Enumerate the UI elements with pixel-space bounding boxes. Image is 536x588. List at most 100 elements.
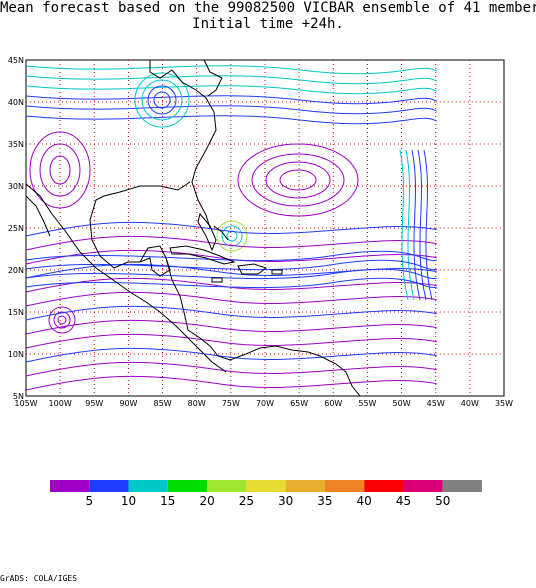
latitude-labels: 45N 40N 35N 30N 25N 20N 15N 10N 5N: [8, 56, 24, 401]
lat-label: 20N: [8, 266, 24, 275]
colorbar-label: 35: [317, 494, 332, 508]
colorbar-swatch: [246, 480, 286, 492]
anticyclone-ring: [251, 153, 345, 207]
lat-label: 45N: [8, 56, 24, 65]
hispaniola: [237, 263, 268, 275]
streamline: [25, 85, 439, 95]
streamline: [25, 95, 439, 105]
gyre-ring: [39, 143, 81, 197]
lon-label: 50W: [393, 399, 411, 408]
lat-label: 35N: [8, 140, 24, 149]
lon-label: 75W: [222, 399, 240, 408]
bahamas: [213, 225, 229, 241]
streamline: [25, 305, 439, 321]
colorbar-swatch: [285, 480, 325, 492]
colorbar-swatch: [403, 480, 443, 492]
lon-label: 100W: [49, 399, 72, 408]
anticyclone-ring: [237, 143, 359, 217]
colorbar-label: 10: [121, 494, 136, 508]
coastline-us-east: [149, 60, 217, 229]
streamline: [25, 291, 439, 307]
jamaica: [211, 277, 223, 283]
lon-label: 80W: [188, 399, 206, 408]
colorbar-swatch: [50, 480, 90, 492]
streamline: [417, 149, 427, 301]
colorbar-label: 30: [278, 494, 293, 508]
lon-label: 85W: [154, 399, 172, 408]
streamline: [25, 259, 439, 271]
anticyclone-ring: [279, 169, 317, 191]
colorbar-swatch: [324, 480, 365, 492]
lon-label: 70W: [256, 399, 274, 408]
streamline: [25, 249, 439, 265]
lon-label: 90W: [119, 399, 137, 408]
streamline: [423, 149, 433, 301]
lat-label: 10N: [8, 350, 24, 359]
streamlines: [25, 60, 504, 396]
vortex-ring: [153, 91, 171, 109]
eddy-ring: [53, 311, 71, 329]
gyre-ring: [29, 131, 91, 209]
colorbar-label: 15: [160, 494, 175, 508]
vortex-ring: [141, 79, 183, 121]
vortex-ring: [134, 72, 190, 128]
vortex-ring: [226, 230, 238, 242]
lat-label: 5N: [13, 392, 24, 401]
gyre-ring: [49, 155, 71, 185]
colorbar-swatch: [128, 480, 168, 492]
vortex-ring: [216, 220, 248, 252]
lat-label: 15N: [8, 308, 24, 317]
streamline: [25, 250, 439, 262]
streamline: [25, 375, 439, 391]
colorbar-swatch: [89, 480, 129, 492]
coastline-new-england: [203, 59, 223, 97]
eddy-ring: [57, 315, 67, 325]
streamline: [25, 361, 439, 377]
streamline: [25, 277, 439, 293]
lon-label: 45W: [427, 399, 445, 408]
lat-label: 40N: [8, 98, 24, 107]
streamline: [25, 75, 439, 85]
lon-label: 60W: [324, 399, 342, 408]
yucatan: [139, 245, 167, 263]
title-line-1: Mean forecast based on the 99082500 VICB…: [0, 0, 536, 16]
lon-label: 40W: [461, 399, 479, 408]
colorbar-swatch: [442, 480, 482, 492]
colorbar-swatch: [167, 480, 208, 492]
streamline: [25, 115, 439, 125]
coastline-baja: [25, 195, 51, 237]
coastline-south-america: [245, 345, 361, 397]
coastline-central-america: [165, 257, 247, 361]
colorbar-label: 40: [357, 494, 372, 508]
longitude-labels: 105W 100W 95W 90W 85W 80W 75W 70W 65W 60W 55W 50W 45…: [14, 399, 513, 408]
lat-label: 25N: [8, 224, 24, 233]
streamline: [25, 333, 439, 349]
colorbar: 5 10 15 20 25 30 35 40 45 50: [50, 480, 482, 508]
streamline: [405, 149, 415, 301]
coastlines: [25, 59, 361, 397]
lon-label: 35W: [495, 399, 513, 408]
colorbar-label: 20: [199, 494, 214, 508]
streamline: [25, 277, 439, 289]
colorbar-label: 50: [435, 494, 450, 508]
streamline: [25, 319, 439, 335]
coastline-gulf: [89, 181, 191, 277]
colorbar-label: 25: [239, 494, 254, 508]
florida: [197, 212, 217, 252]
colorbar-swatch: [364, 480, 404, 492]
streamline: [411, 149, 421, 301]
streamline: [25, 235, 439, 251]
streamline: [25, 65, 439, 75]
lat-label: 30N: [8, 182, 24, 191]
eddy-ring: [48, 306, 76, 334]
colorbar-label: 45: [396, 494, 411, 508]
lon-label: 105W: [14, 399, 37, 408]
lon-label: 95W: [85, 399, 103, 408]
coastline-mexico-pacific: [25, 183, 227, 373]
lon-label: 65W: [290, 399, 308, 408]
vortex-ring: [147, 85, 177, 115]
title-line-2: Initial time +24h.: [192, 16, 344, 32]
colorbar-swatch: [207, 480, 247, 492]
lon-label: 55W: [358, 399, 376, 408]
